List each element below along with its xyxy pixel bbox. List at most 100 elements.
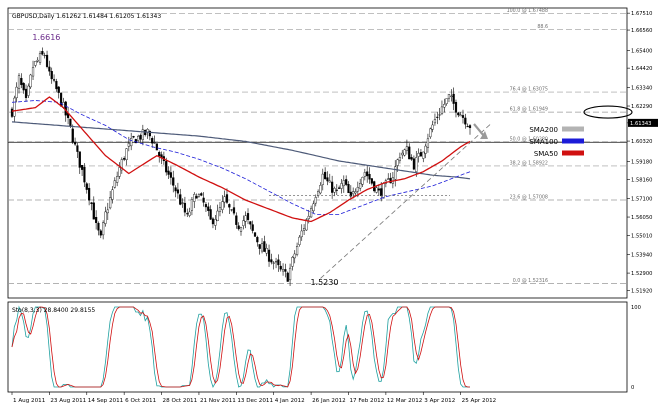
candle-body bbox=[244, 215, 247, 222]
candle-body bbox=[457, 112, 460, 116]
candle-body bbox=[454, 102, 458, 113]
date-tick-label: 4 Jan 2012 bbox=[275, 398, 305, 404]
candle-body bbox=[246, 213, 250, 220]
candle-body bbox=[387, 178, 390, 180]
candle-body bbox=[225, 194, 229, 203]
candle-body bbox=[342, 180, 345, 187]
candle-body bbox=[328, 180, 331, 183]
candle-body bbox=[242, 220, 245, 226]
fib-level-label: 100.0 @ 1.67488 bbox=[507, 8, 548, 14]
candle-body bbox=[181, 202, 184, 204]
candle-body bbox=[293, 253, 296, 259]
candle-body bbox=[55, 81, 58, 90]
price-tick-label: 1.57100 bbox=[631, 196, 652, 202]
price-tick-label: 1.65400 bbox=[631, 49, 652, 55]
candle-body bbox=[230, 209, 233, 211]
candle-body bbox=[31, 67, 35, 77]
candle-body bbox=[167, 170, 170, 175]
candle-body bbox=[419, 152, 423, 157]
candle-body bbox=[78, 151, 81, 168]
candle-body bbox=[272, 262, 275, 264]
sma50-line bbox=[11, 96, 471, 223]
candle-body bbox=[347, 184, 350, 194]
candle-body bbox=[88, 187, 91, 201]
candle-body bbox=[433, 119, 437, 124]
stochastic-panel bbox=[7, 301, 628, 393]
candle-body bbox=[307, 215, 310, 220]
candle-body bbox=[43, 55, 46, 57]
price-tick-label: 1.56050 bbox=[631, 215, 652, 221]
candle-body bbox=[195, 196, 198, 199]
candle-body bbox=[363, 172, 366, 177]
candle-body bbox=[319, 185, 322, 194]
candle-body bbox=[176, 189, 180, 194]
candle-body bbox=[186, 213, 189, 215]
fib-level-label: 88.6 bbox=[537, 24, 548, 30]
candle-body bbox=[401, 152, 404, 156]
candle-body bbox=[396, 159, 399, 166]
candle-body bbox=[359, 183, 362, 189]
candle-body bbox=[200, 193, 203, 196]
current-price-label: 1.61343 bbox=[630, 121, 651, 127]
legend-swatch bbox=[562, 138, 584, 144]
legend-swatch bbox=[562, 126, 584, 132]
candle-body bbox=[95, 217, 98, 223]
candle-body bbox=[27, 85, 30, 96]
stochastic-signal-line bbox=[11, 306, 470, 388]
candle-body bbox=[398, 157, 401, 161]
candle-body bbox=[438, 114, 441, 116]
candle-body bbox=[354, 191, 357, 194]
candle-body bbox=[155, 143, 158, 151]
candle-body bbox=[349, 191, 352, 197]
candle-body bbox=[361, 176, 364, 185]
candle-body bbox=[274, 261, 278, 263]
candle-body bbox=[123, 158, 126, 160]
candle-body bbox=[169, 172, 172, 178]
candle-body bbox=[345, 179, 348, 185]
candle-body bbox=[279, 265, 282, 270]
candle-body bbox=[445, 98, 448, 104]
candle-body bbox=[251, 224, 254, 231]
candle-body bbox=[45, 54, 49, 67]
candle-body bbox=[403, 149, 406, 156]
direction-arrow-shaft bbox=[473, 123, 485, 137]
stochastic-axis-label: 100 bbox=[631, 305, 641, 311]
candle-body bbox=[125, 148, 128, 161]
candle-body bbox=[102, 222, 105, 236]
candle-body bbox=[410, 157, 413, 160]
candle-body bbox=[256, 237, 259, 243]
candle-body bbox=[429, 128, 432, 138]
candle-body bbox=[324, 171, 327, 180]
candle-body bbox=[165, 161, 168, 173]
candle-body bbox=[172, 177, 175, 186]
candle-body bbox=[183, 202, 187, 213]
fib-level-label: 38.2 @ 1.58922 bbox=[510, 160, 548, 166]
candle-body bbox=[288, 267, 292, 281]
circled-level-marker bbox=[583, 105, 633, 119]
candle-body bbox=[139, 135, 142, 140]
date-tick-label: 13 Dec 2011 bbox=[237, 398, 273, 404]
candle-body bbox=[300, 230, 303, 238]
candle-body bbox=[352, 191, 355, 195]
fib-level-label: 76.4 @ 1.63075 bbox=[510, 87, 548, 93]
candle-body bbox=[118, 167, 121, 177]
candle-body bbox=[204, 204, 208, 208]
candle-body bbox=[389, 177, 392, 184]
candle-body bbox=[408, 146, 411, 160]
candle-body bbox=[197, 194, 201, 197]
candle-body bbox=[286, 272, 289, 282]
candle-body bbox=[450, 95, 453, 97]
candle-body bbox=[207, 206, 210, 211]
candle-body bbox=[368, 173, 371, 180]
candle-body bbox=[38, 53, 42, 63]
candle-body bbox=[141, 129, 144, 140]
candle-body bbox=[424, 145, 427, 154]
candle-body bbox=[17, 75, 21, 89]
uptrend-line bbox=[320, 123, 492, 279]
price-tick-label: 1.60320 bbox=[631, 139, 652, 145]
candle-body bbox=[265, 248, 268, 254]
candle-body bbox=[111, 189, 114, 200]
price-tick-label: 1.53940 bbox=[631, 253, 652, 259]
candle-body bbox=[326, 177, 329, 182]
candle-body bbox=[64, 101, 67, 116]
